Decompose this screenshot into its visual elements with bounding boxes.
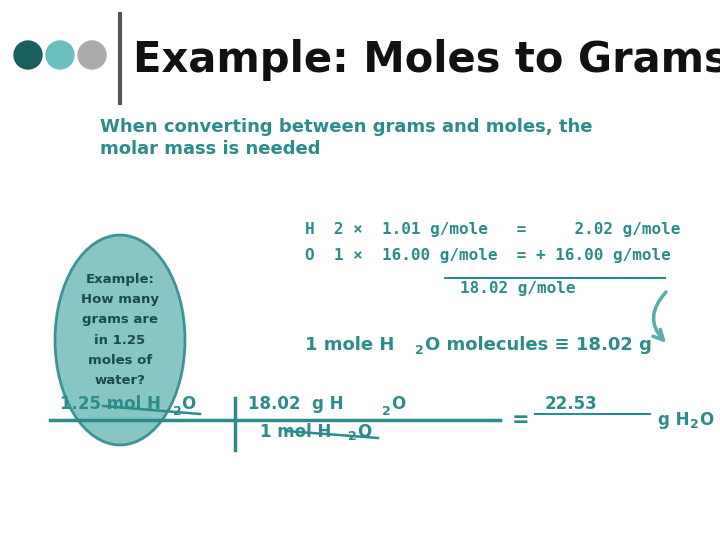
Text: g H: g H [658,411,690,429]
Text: 1 mol H: 1 mol H [260,423,331,441]
FancyArrowPatch shape [653,292,666,340]
Text: O: O [699,411,714,429]
Text: O molecules ≡ 18.02 g: O molecules ≡ 18.02 g [425,336,652,354]
Text: H  2 ×  1.01 g/mole   =     2.02 g/mole: H 2 × 1.01 g/mole = 2.02 g/mole [305,222,680,237]
Text: Example:
How many
grams are
in 1.25
moles of
water?: Example: How many grams are in 1.25 mole… [81,273,159,387]
Text: 18.02 g/mole: 18.02 g/mole [460,281,575,296]
Ellipse shape [55,235,185,445]
Text: 22.53: 22.53 [545,395,598,413]
Text: O: O [357,423,372,441]
Circle shape [46,41,74,69]
Circle shape [14,41,42,69]
Text: O: O [391,395,405,413]
Text: O  1 ×  16.00 g/mole  = + 16.00 g/mole: O 1 × 16.00 g/mole = + 16.00 g/mole [305,248,671,263]
Text: 18.02  g H: 18.02 g H [248,395,343,413]
Circle shape [78,41,106,69]
Text: 2: 2 [690,418,698,431]
Text: 2: 2 [382,405,391,418]
Text: 1.25 mol H: 1.25 mol H [60,395,161,413]
Text: 2: 2 [348,430,356,443]
Text: 2: 2 [415,343,424,356]
Text: When converting between grams and moles, the: When converting between grams and moles,… [100,118,593,136]
Text: 2: 2 [173,405,181,418]
Text: =: = [512,410,530,430]
Text: molar mass is needed: molar mass is needed [100,140,320,158]
Text: O: O [181,395,195,413]
Text: 1 mole H: 1 mole H [305,336,395,354]
Text: Example: Moles to Grams: Example: Moles to Grams [133,39,720,81]
